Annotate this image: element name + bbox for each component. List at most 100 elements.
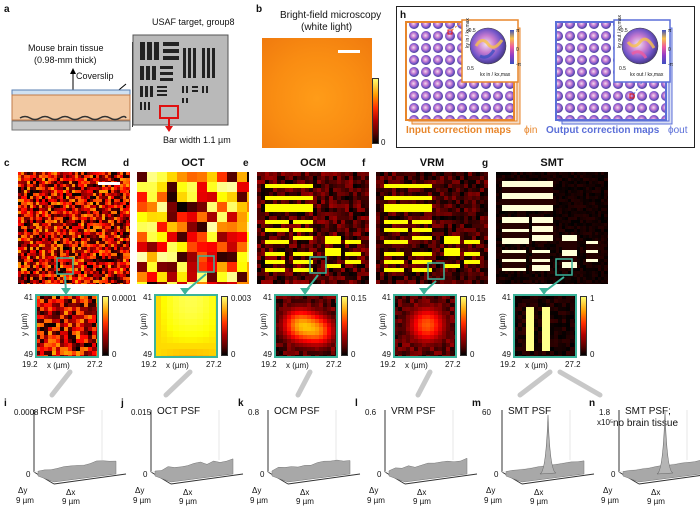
- panel-letter-e: e: [243, 158, 249, 169]
- x-tick-left: 19.2: [500, 360, 516, 369]
- psf-arrow: [49, 369, 73, 398]
- colorbar-f: [460, 296, 467, 356]
- zoom-frame-e: [274, 294, 338, 358]
- z-axis-min: 0: [260, 470, 265, 479]
- zoom-region-box: [197, 255, 215, 273]
- colorbar-e: [341, 296, 348, 356]
- dy-value: 9 µm: [16, 496, 34, 505]
- panel-letter-f: f: [362, 158, 366, 169]
- x-axis-label: x (µm): [286, 361, 309, 370]
- z-axis-max: 1.8: [599, 408, 611, 417]
- inset-in-phase-low: -π: [516, 62, 522, 68]
- x-axis: [521, 473, 595, 485]
- colorbar-c: [102, 296, 109, 356]
- tissue-label: Mouse brain tissue: [28, 43, 104, 53]
- inset-out-xlabel: kx out / kx,max: [630, 72, 664, 78]
- z-axis-min: 0: [611, 470, 616, 479]
- panel-letter-b: b: [256, 4, 263, 15]
- psf-arrow: [517, 369, 553, 398]
- colorbar-max: 0.15: [351, 294, 367, 303]
- inset-out-tick-high: 0.5: [619, 66, 626, 72]
- colorbar-min: 0: [231, 350, 236, 359]
- y-tick-bottom: 49: [382, 350, 391, 359]
- x-tick-right: 27.2: [87, 360, 103, 369]
- zoom-arrowhead: [300, 288, 310, 295]
- dy-label: Δy: [18, 486, 28, 495]
- panel-letter-m: m: [472, 398, 481, 409]
- x-tick-right: 27.2: [565, 360, 581, 369]
- dy-value: 9 µm: [133, 496, 151, 505]
- zoom-arrowhead: [539, 288, 549, 295]
- input-maps-symbol: ϕin: [524, 125, 538, 136]
- method-image-f: [376, 172, 488, 284]
- psf-title-i: RCM PSF: [40, 406, 85, 417]
- panel-letter-d: d: [123, 158, 130, 169]
- method-title-d: OCT: [181, 157, 205, 169]
- dy-value: 9 µm: [367, 496, 385, 505]
- psf-arrow: [415, 369, 433, 398]
- colorbar-max: 0.15: [470, 294, 486, 303]
- psf-title-j: OCT PSF: [157, 406, 201, 417]
- y-tick-top: 41: [263, 293, 272, 302]
- method-image-e: [257, 172, 369, 284]
- psf-surface-i: [33, 410, 127, 485]
- psf-surface-n: [618, 410, 700, 485]
- inset-in-xlabel: kx in / kx,max: [480, 72, 511, 78]
- dx-label: Δx: [651, 488, 661, 497]
- sample-schematic: [11, 34, 229, 132]
- zoom-region-box: [309, 256, 327, 274]
- output-maps-label: Output correction maps: [546, 125, 660, 136]
- x-tick-right: 27.2: [445, 360, 461, 369]
- x-axis-label: x (µm): [47, 361, 70, 370]
- dy-label: Δy: [135, 486, 145, 495]
- psf-arrow: [295, 369, 313, 398]
- psf-surface-m: [501, 410, 595, 485]
- zoom-frame-f: [393, 294, 457, 358]
- inset-out-phase-zero: 0: [668, 47, 671, 53]
- z-axis-max: 0.6: [365, 408, 377, 417]
- psf-title-m: SMT PSF: [508, 406, 552, 417]
- psf-base: [388, 457, 468, 483]
- z-axis-min: 0: [143, 470, 148, 479]
- colorbar-min: 0: [112, 350, 117, 359]
- dx-value: 9 µm: [296, 497, 314, 506]
- panel-letter-l: l: [355, 398, 358, 409]
- dy-label: Δy: [369, 486, 379, 495]
- panel-letter-c: c: [4, 158, 10, 169]
- brightfield-title-1: Bright-field microscopy: [280, 10, 382, 21]
- psf-base: [37, 460, 117, 483]
- z-axis-max: 60: [482, 408, 491, 417]
- method-image-c: [18, 172, 130, 284]
- zoom-region-box: [555, 258, 573, 276]
- method-title-g: SMT: [540, 157, 564, 169]
- y-tick-bottom: 49: [502, 350, 511, 359]
- dy-label: Δy: [603, 486, 613, 495]
- dy-value: 9 µm: [250, 496, 268, 505]
- colorbar-min: 0: [590, 350, 595, 359]
- dx-label: Δx: [66, 488, 76, 497]
- zoom-frame-d: [154, 294, 218, 358]
- x-axis: [287, 473, 361, 485]
- inset-in-tick-low: -0.5: [467, 28, 476, 34]
- zoom-image-c: [36, 295, 98, 357]
- y-tick-top: 41: [382, 293, 391, 302]
- psf-title-k: OCM PSF: [274, 406, 320, 417]
- panel-letter-g: g: [482, 158, 489, 169]
- z-axis-exponent: x10⁵: [597, 418, 614, 427]
- z-axis-max: 0.015: [131, 408, 152, 417]
- inset-out-phase-high: π: [668, 28, 672, 34]
- x-tick-left: 19.2: [22, 360, 38, 369]
- colorbar-max: 1: [590, 294, 595, 303]
- scale-bar: [338, 50, 360, 53]
- zoom-frame-c: [35, 294, 99, 358]
- panel-h-frame: [396, 6, 695, 148]
- method-image-g: [496, 172, 608, 284]
- brightfield-image: [262, 38, 372, 148]
- psf-peak: [656, 411, 674, 475]
- psf-arrow: [557, 369, 603, 398]
- x-tick-left: 19.2: [380, 360, 396, 369]
- y-tick-top: 41: [143, 293, 152, 302]
- y-tick-top: 41: [24, 293, 33, 302]
- dx-value: 9 µm: [413, 497, 431, 506]
